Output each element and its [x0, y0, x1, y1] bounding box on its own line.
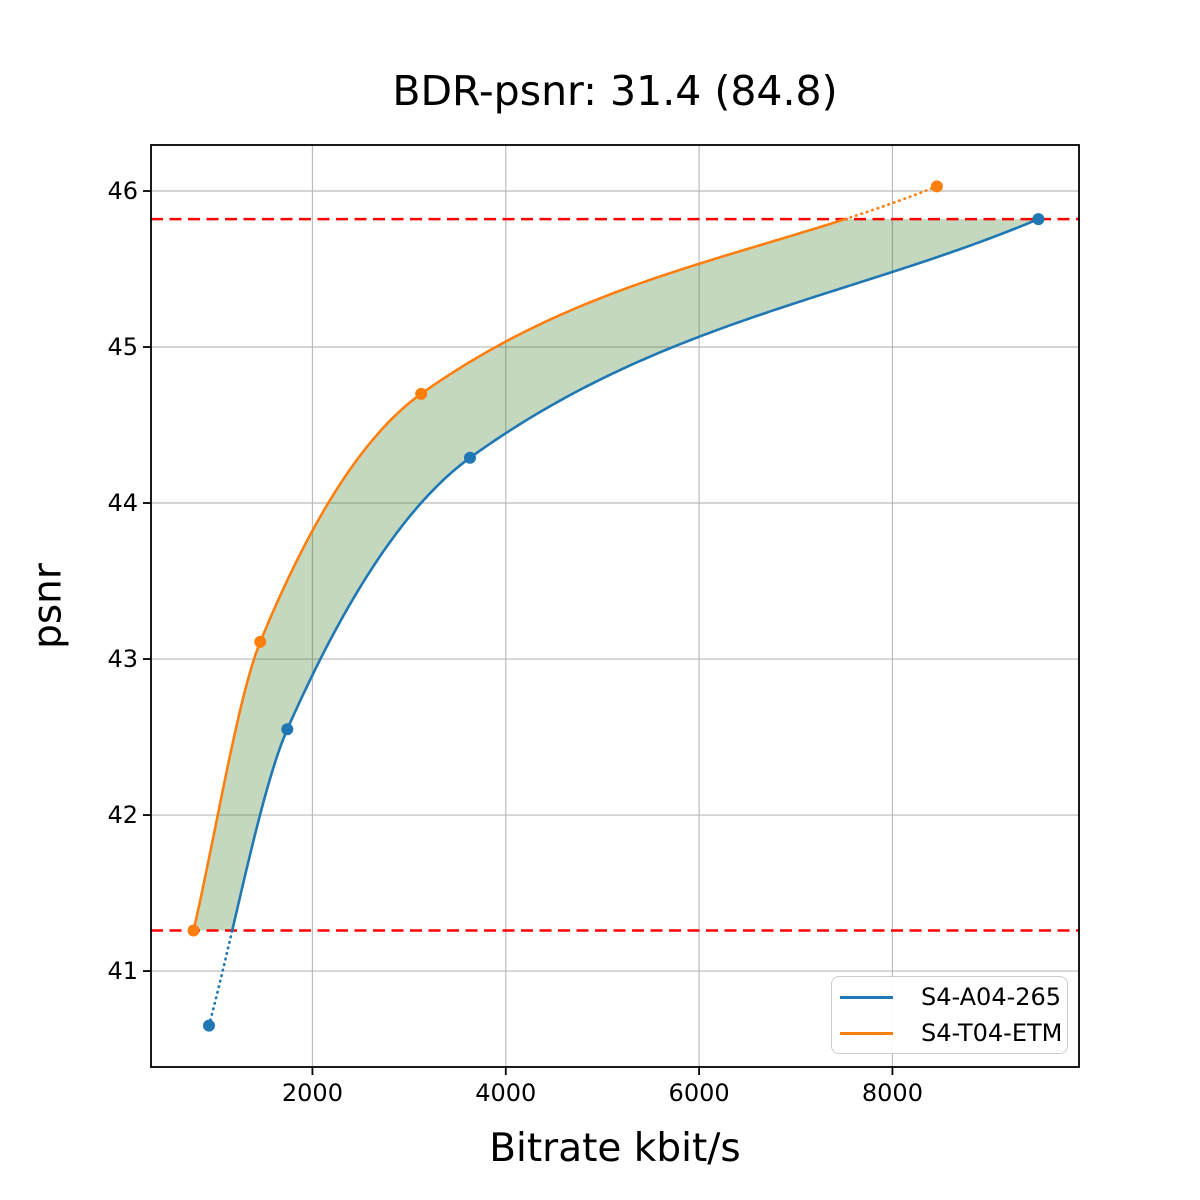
legend-label: S4-A04-265: [921, 983, 1062, 1011]
data-point-marker: [254, 635, 267, 648]
data-point-marker: [1032, 213, 1045, 226]
y-tick-label: 41: [107, 957, 138, 986]
legend-entry-s4-a04-265: S4-A04-265: [840, 979, 1062, 1015]
legend-label: S4-T04-ETM: [921, 1019, 1063, 1047]
x-axis-label: Bitrate kbit/s: [489, 1126, 741, 1171]
chart-title: BDR-psnr: 31.4 (84.8): [392, 67, 838, 115]
y-tick-label: 43: [107, 645, 138, 674]
x-tick-label: 6000: [668, 1079, 730, 1107]
x-tick-label: 8000: [861, 1079, 923, 1107]
x-tick-label: 4000: [475, 1079, 537, 1107]
bd-overlap-fill-region: [193, 219, 1039, 931]
blue-curve-dotted-extension: [207, 929, 234, 1028]
y-tick-label: 45: [107, 333, 138, 362]
legend-line-sample-orange: [840, 1031, 893, 1035]
data-point-marker: [281, 723, 294, 736]
axes-spines: [150, 144, 1080, 1068]
y-tick-label: 46: [107, 177, 138, 206]
legend: S4-A04-265 S4-T04-ETM: [831, 976, 1068, 1054]
legend-entry-s4-t04-etm: S4-T04-ETM: [840, 1015, 1063, 1051]
data-point-marker: [203, 1019, 215, 1032]
blue-curve-s4-a04-265: [230, 217, 1039, 931]
orange-curve-s4-t04-etm: [192, 217, 846, 931]
data-point-marker: [464, 451, 476, 464]
y-tick-label: 42: [107, 801, 138, 830]
y-axis-label: psnr: [25, 563, 71, 649]
x-tick-label: 2000: [281, 1079, 343, 1107]
legend-line-sample-blue: [840, 995, 893, 999]
data-point-marker: [415, 387, 428, 400]
data-point-marker: [187, 924, 200, 937]
y-tick-label: 44: [107, 489, 138, 518]
data-point-marker: [930, 180, 943, 193]
orange-curve-dotted-extension: [843, 184, 939, 221]
